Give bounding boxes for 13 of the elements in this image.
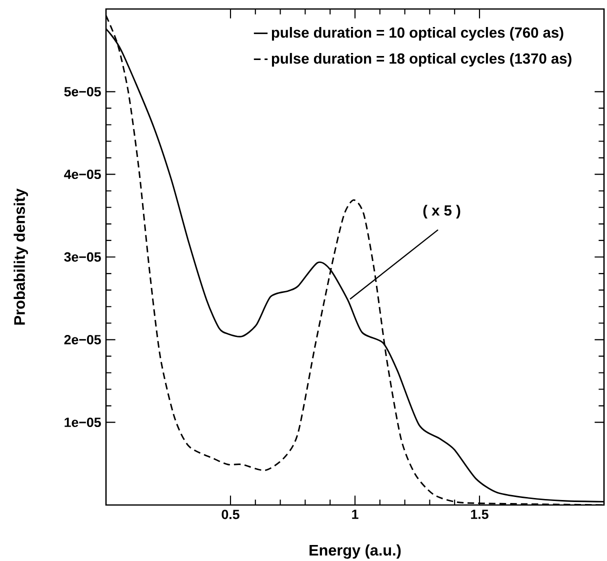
x-tick-label: 1	[352, 510, 358, 519]
x-tick-label: 1.5	[471, 510, 488, 520]
y-tick-label: 3e−05	[64, 252, 101, 262]
y-axis-title: Probability density	[14, 188, 28, 325]
legend-label: pulse duration = 10 optical cycles (760 as)	[272, 27, 564, 41]
annotation: ( x 5 )	[423, 204, 460, 219]
legend-label: pulse duration = 18 optical cycles (1370 as)	[272, 52, 572, 67]
y-tick-label: 1e−05	[64, 418, 101, 428]
x-axis-title: Energy (a.u.)	[310, 544, 401, 559]
x-tick-label: 0.5	[222, 510, 240, 520]
y-tick-label: 2e−05	[64, 334, 101, 344]
y-tick-label: 4e−05	[64, 170, 101, 180]
y-tick-label: 5e−05	[64, 86, 101, 96]
